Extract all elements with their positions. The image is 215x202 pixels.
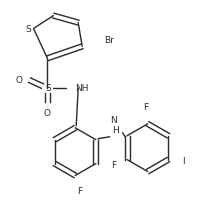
Text: Br: Br xyxy=(104,36,114,45)
Text: I: I xyxy=(182,157,185,166)
Text: F: F xyxy=(111,161,116,170)
Text: NH: NH xyxy=(75,84,89,93)
Text: N: N xyxy=(110,116,117,125)
Text: O: O xyxy=(44,109,51,118)
Text: S: S xyxy=(26,25,31,34)
Text: H: H xyxy=(112,126,119,135)
Text: F: F xyxy=(143,103,148,112)
Text: F: F xyxy=(77,187,82,196)
Text: S: S xyxy=(46,84,51,93)
Text: O: O xyxy=(15,76,22,85)
